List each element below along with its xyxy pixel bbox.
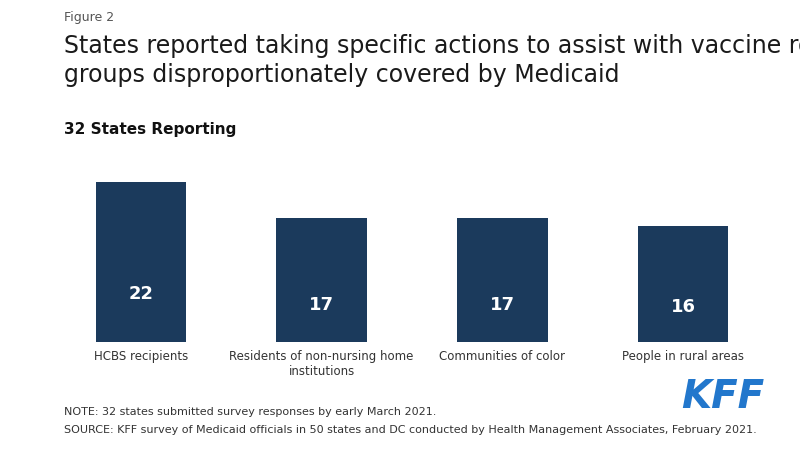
Text: Figure 2: Figure 2 <box>64 11 114 24</box>
Text: States reported taking specific actions to assist with vaccine roll-out to
group: States reported taking specific actions … <box>64 34 800 87</box>
Bar <box>277 218 367 342</box>
Text: 17: 17 <box>309 296 334 314</box>
Text: SOURCE: KFF survey of Medicaid officials in 50 states and DC conducted by Health: SOURCE: KFF survey of Medicaid officials… <box>64 425 757 435</box>
Text: 17: 17 <box>490 296 515 314</box>
Text: NOTE: 32 states submitted survey responses by early March 2021.: NOTE: 32 states submitted survey respons… <box>64 407 436 417</box>
Text: 22: 22 <box>128 285 154 303</box>
Bar <box>638 226 728 342</box>
Text: KFF: KFF <box>681 378 764 416</box>
Text: 32 States Reporting: 32 States Reporting <box>64 122 236 137</box>
Bar <box>457 218 547 342</box>
Text: 16: 16 <box>670 298 696 316</box>
Bar <box>96 182 186 342</box>
